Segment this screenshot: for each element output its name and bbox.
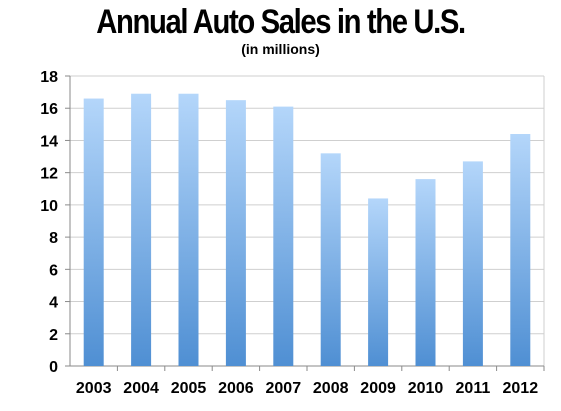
y-tick-label: 16 [40,101,58,118]
y-tick-label: 10 [40,198,58,215]
y-tick-labels: 0 2 4 6 8 10 12 14 16 18 [40,69,58,376]
bar-2004 [131,93,152,366]
y-tick-label: 0 [49,359,58,376]
x-tick-label: 2006 [218,380,254,397]
y-tick-label: 18 [40,69,58,86]
y-tick-label: 8 [49,230,58,247]
bars [83,93,531,367]
y-tick-label: 4 [49,295,58,312]
bar-2012 [510,134,531,366]
x-tick-label: 2010 [408,380,444,397]
x-tick-label: 2011 [456,380,491,397]
y-tick-label: 6 [49,262,58,279]
x-tick-label: 2007 [266,380,302,397]
x-tick-label: 2012 [503,380,539,397]
x-tick-labels: 2003 2004 2005 2006 2007 2008 2009 2010 2011 2012 [76,380,538,397]
y-tick-label: 12 [40,166,58,183]
bar-2006 [225,100,246,367]
chart-title: Annual Auto Sales in the U.S. [96,3,466,41]
bar-2008 [320,153,341,366]
x-tick-label: 2003 [76,380,112,397]
bar-2009 [368,198,389,366]
bar-2011 [462,161,483,366]
x-tick-label: 2009 [360,380,396,397]
y-tick-label: 2 [49,327,58,344]
bar-2007 [273,106,294,366]
y-tick-label: 14 [40,133,58,150]
bar-2003 [83,98,104,367]
chart-subtitle: (in millions) [241,41,320,57]
x-tick-label: 2004 [123,380,159,397]
x-tick-label: 2008 [313,380,349,397]
x-tick-label: 2005 [171,380,207,397]
bar-2005 [178,93,199,366]
bar-2010 [415,179,436,366]
